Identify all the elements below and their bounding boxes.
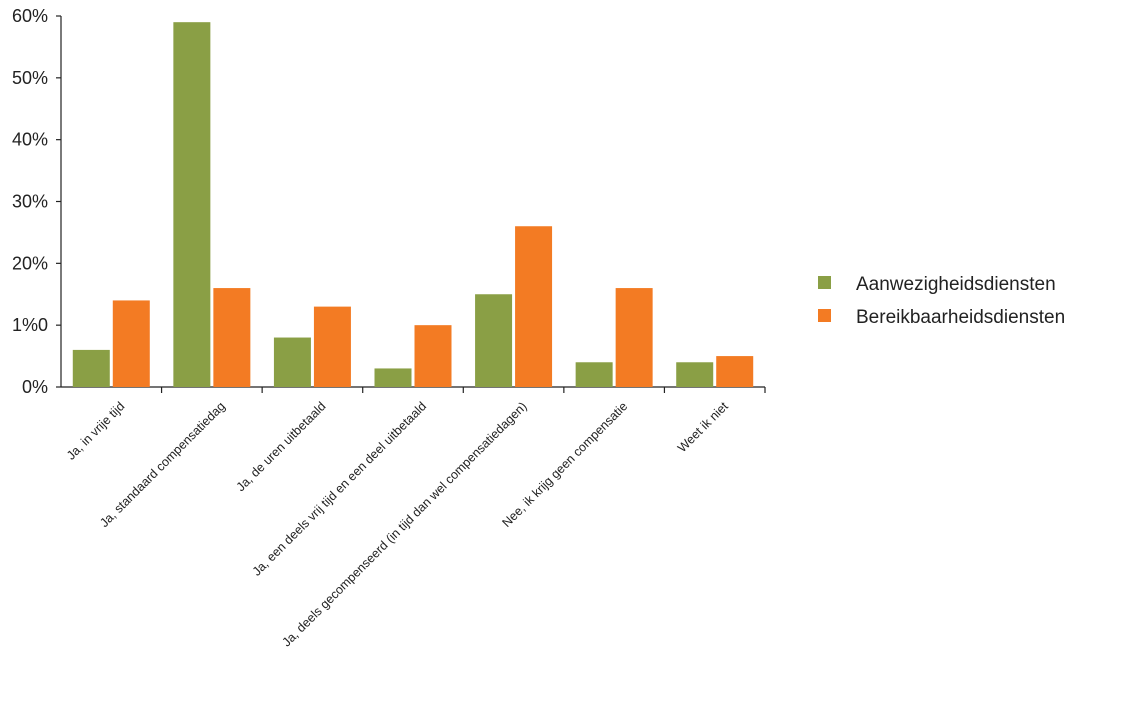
bar-aanwezigheid: [475, 294, 513, 387]
x-category-label: Ja, in vrije tijd: [64, 399, 127, 462]
bar-bereikbaarheid: [515, 226, 553, 387]
bar-aanwezigheid: [374, 368, 412, 387]
bar-aanwezigheid: [173, 22, 211, 388]
bars: [72, 22, 754, 388]
x-category-label: Weet ik niet: [675, 399, 731, 455]
legend-swatch: [818, 276, 831, 289]
bar-bereikbaarheid: [615, 288, 653, 387]
bar-bereikbaarheid: [213, 288, 251, 387]
y-tick-label: 40%: [12, 130, 48, 150]
y-tick-label: 0%: [22, 377, 48, 397]
x-category-label: Ja, deels gecompenseerd (in tijd dan wel…: [280, 399, 530, 649]
y-axis: 0% 1%0 20% 30% 40% 50% 60%: [12, 6, 62, 397]
bar-aanwezigheid: [273, 337, 311, 387]
bar-aanwezigheid: [575, 362, 613, 387]
x-category-label: Ja, de uren uitbetaald: [234, 399, 329, 494]
bar-aanwezigheid: [676, 362, 714, 387]
y-tick-label: 50%: [12, 68, 48, 88]
y-tick-label: 60%: [12, 6, 48, 26]
legend: Aanwezigheidsdiensten Bereikbaarheidsdien…: [818, 274, 1065, 328]
bar-bereikbaarheid: [313, 306, 351, 387]
bar-bereikbaarheid: [112, 300, 150, 387]
y-tick-label: 20%: [12, 253, 48, 273]
y-tick-label: 30%: [12, 192, 48, 212]
bar-bereikbaarheid: [716, 356, 754, 387]
bar-aanwezigheid: [72, 349, 110, 387]
legend-label: Bereikbaarheidsdiensten: [856, 307, 1065, 328]
y-tick-label: 1%0: [12, 315, 48, 335]
legend-swatch: [818, 309, 831, 322]
bar-bereikbaarheid: [414, 325, 452, 387]
x-category-label: Ja, een deels vrij tijd en een deel uitb…: [250, 399, 429, 578]
legend-label: Aanwezigheidsdiensten: [856, 274, 1056, 295]
